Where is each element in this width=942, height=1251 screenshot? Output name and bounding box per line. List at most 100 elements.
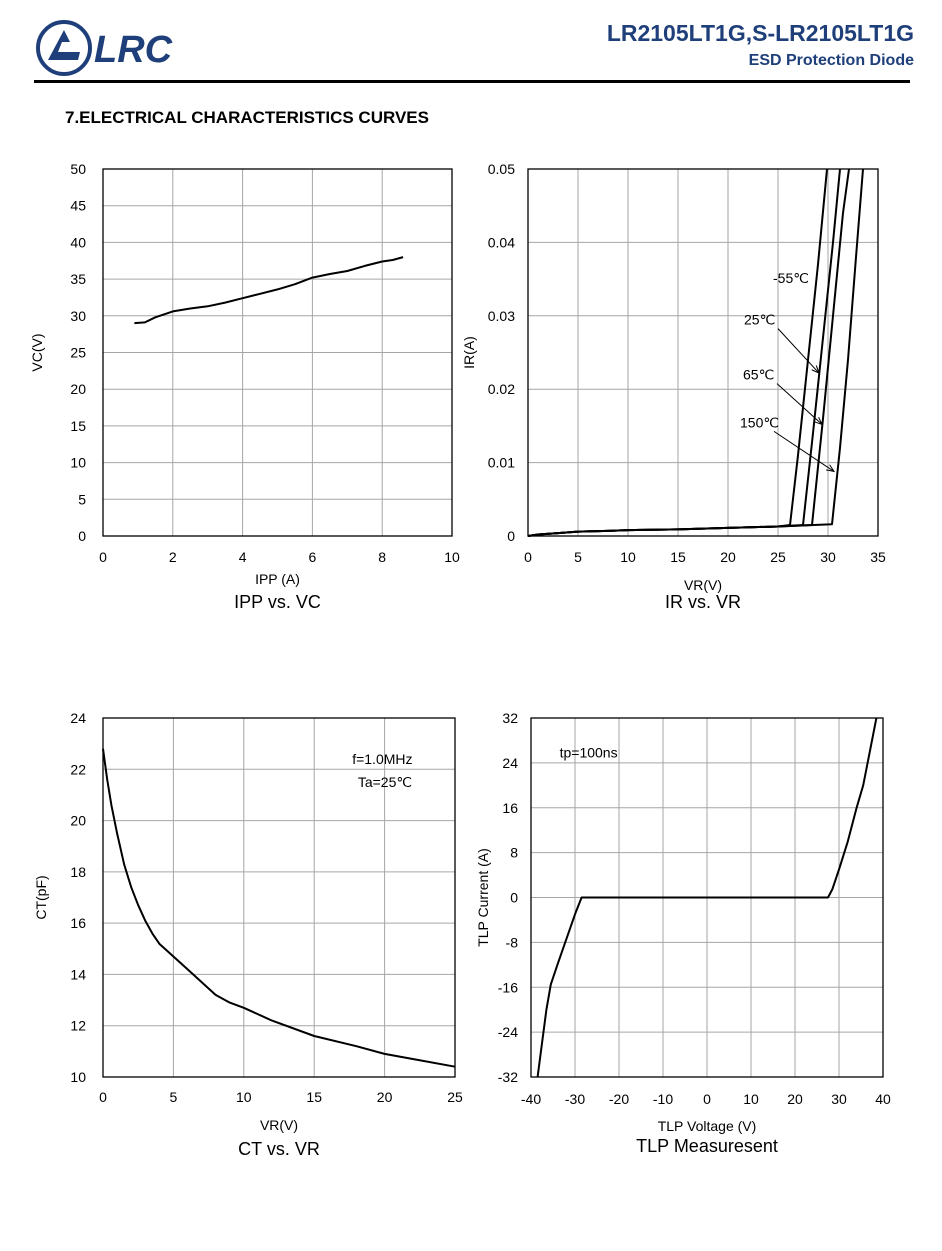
- annotation-arrow: [776, 383, 823, 425]
- lrc-logo: LRC: [36, 20, 173, 76]
- x-tick-label: -10: [653, 1091, 673, 1107]
- y-tick-label: 16: [70, 915, 86, 931]
- page-header: LRC LR2105LT1G,S-LR2105LT1G ESD Protecti…: [0, 0, 942, 90]
- x-tick-label: 8: [378, 549, 386, 565]
- y-tick-label: 18: [70, 864, 86, 880]
- y-tick-label: 5: [78, 491, 86, 507]
- chart-caption: CT vs. VR: [238, 1139, 320, 1159]
- y-axis-label: VC(V): [29, 333, 45, 371]
- x-tick-label: 6: [309, 549, 317, 565]
- x-tick-label: 10: [620, 549, 636, 565]
- x-tick-label: 20: [377, 1089, 393, 1105]
- x-tick-label: 20: [787, 1091, 803, 1107]
- y-tick-label: -32: [498, 1069, 518, 1085]
- x-tick-label: 25: [447, 1089, 463, 1105]
- y-tick-label: 15: [70, 418, 86, 434]
- logo-text: LRC: [94, 29, 173, 71]
- x-tick-label: 10: [236, 1089, 252, 1105]
- y-tick-label: 12: [70, 1018, 86, 1034]
- y-tick-label: 16: [502, 800, 518, 816]
- x-tick-label: 35: [870, 549, 886, 565]
- annotation-label: 25℃: [744, 312, 775, 328]
- y-tick-label: 0: [507, 528, 515, 544]
- annotation-label: 150℃: [740, 414, 779, 430]
- plot-frame: [527, 168, 879, 537]
- x-tick-label: 30: [820, 549, 836, 565]
- y-tick-label: 0.02: [488, 381, 515, 397]
- annotation-label: -55℃: [773, 270, 809, 286]
- chart-3: 0 5 10 15 20 25 10 12 14 16 18 20 22 24 VR(V) CT(pF) CT …: [33, 710, 463, 1159]
- x-tick-label: 0: [524, 549, 532, 565]
- plot-frame: [102, 168, 453, 537]
- x-tick-label: 20: [720, 549, 736, 565]
- y-tick-label: -24: [498, 1024, 518, 1040]
- y-tick-label: 24: [502, 755, 518, 771]
- y-tick-label: 20: [70, 813, 86, 829]
- x-tick-label: -40: [521, 1091, 541, 1107]
- y-tick-label: 0.03: [488, 308, 515, 324]
- y-tick-label: 25: [70, 345, 86, 361]
- y-tick-label: 14: [70, 966, 86, 982]
- x-tick-label: -20: [609, 1091, 629, 1107]
- y-tick-label: 8: [510, 845, 518, 861]
- y-tick-label: 0.01: [488, 455, 515, 471]
- annotation-arrow: [773, 430, 835, 472]
- y-tick-label: 40: [70, 234, 86, 250]
- y-tick-label: 0.05: [488, 161, 515, 177]
- x-axis-label: VR(V): [260, 1117, 298, 1133]
- y-axis-label: TLP Current (A): [475, 848, 491, 947]
- annotation-label: Ta=25℃: [358, 774, 412, 790]
- x-tick-label: 5: [574, 549, 582, 565]
- chart-1: 0 2 4 6 8 10 0 5 10 15 20 25 30 35 40 45 50 IPP (A) VC(V) I…: [29, 161, 460, 612]
- y-tick-label: 0: [78, 528, 86, 544]
- annotation-arrowhead: [826, 464, 836, 473]
- y-tick-label: 32: [502, 710, 518, 726]
- series-line-1: [536, 717, 878, 1078]
- x-tick-label: 5: [170, 1089, 178, 1105]
- plot-frame: [530, 717, 884, 1078]
- x-tick-label: 0: [703, 1091, 711, 1107]
- annotation-label: f=1.0MHz: [352, 751, 412, 767]
- x-tick-label: -30: [565, 1091, 585, 1107]
- y-tick-label: 35: [70, 271, 86, 287]
- chart-4: -40 -30 -20 -10 0 10 20 30 40 -32 -24 -16 -8 0 8 16 24 32…: [475, 710, 891, 1156]
- x-axis-label: IPP (A): [255, 571, 300, 587]
- y-tick-label: 22: [70, 761, 86, 777]
- y-tick-label: 10: [70, 1069, 86, 1085]
- annotation-arrowhead: [814, 416, 823, 426]
- x-tick-label: 40: [875, 1091, 891, 1107]
- y-axis-label: CT(pF): [33, 875, 49, 919]
- y-tick-label: 0.04: [488, 234, 515, 250]
- annotation-label: 65℃: [743, 367, 774, 383]
- annotation-arrow: [777, 328, 820, 374]
- y-tick-label: 0: [510, 890, 518, 906]
- x-tick-label: 0: [99, 1089, 107, 1105]
- y-tick-label: 24: [70, 710, 86, 726]
- y-tick-label: 30: [70, 308, 86, 324]
- chart-caption: IPP vs. VC: [234, 592, 321, 612]
- x-tick-label: 2: [169, 549, 177, 565]
- series-line-3: [527, 168, 850, 537]
- plot-frame: [102, 717, 456, 1078]
- y-tick-label: -16: [498, 979, 518, 995]
- y-tick-label: 20: [70, 381, 86, 397]
- x-tick-label: 25: [770, 549, 786, 565]
- chart-caption: IR vs. VR: [665, 592, 741, 612]
- series-line-1: [102, 748, 456, 1068]
- annotation-arrowhead: [811, 365, 820, 374]
- series-line-4: [527, 168, 864, 537]
- series-line-2: [527, 168, 841, 537]
- x-tick-label: 0: [99, 549, 107, 565]
- x-tick-label: 30: [831, 1091, 847, 1107]
- y-axis-label: IR(A): [461, 336, 477, 369]
- annotation-label: tp=100ns: [560, 744, 618, 760]
- x-tick-label: 10: [743, 1091, 759, 1107]
- x-tick-label: 4: [239, 549, 247, 565]
- chart-caption: TLP Measuresent: [636, 1136, 778, 1156]
- y-tick-label: 45: [70, 198, 86, 214]
- product-subtitle: ESD Protection Diode: [748, 52, 914, 69]
- chart-2: 0 5 10 15 20 25 30 35 0 0.01 0.02 0.03 0.04 0.05 VR(V)…: [461, 161, 886, 612]
- y-tick-label: 50: [70, 161, 86, 177]
- header-divider: [34, 80, 910, 83]
